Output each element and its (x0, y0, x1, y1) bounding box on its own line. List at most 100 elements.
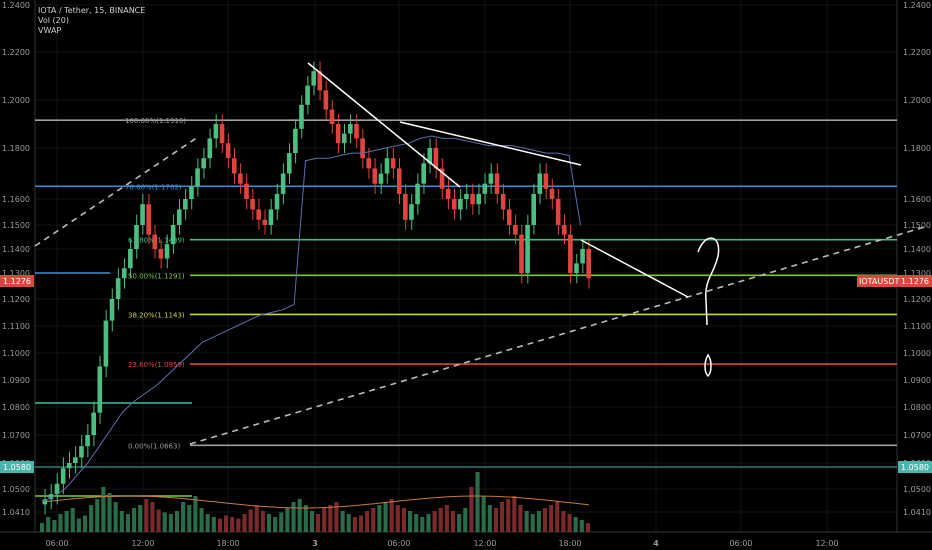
volume-bar (199, 508, 204, 532)
candle-body (189, 186, 194, 199)
volume-bar (322, 508, 327, 532)
candle-body (519, 234, 524, 273)
volume-bar (401, 508, 406, 532)
candle-body (54, 483, 60, 495)
candle-body (458, 199, 463, 210)
volume-bar (512, 496, 517, 532)
candle-body (390, 158, 396, 169)
x-tick-label: 12:00 (131, 539, 154, 548)
volume-bar (82, 515, 88, 532)
y-tick-label-right: 1.1200 (903, 295, 931, 304)
candle-body (549, 188, 555, 199)
candle-body (568, 234, 573, 273)
y-tick-label-left: 1.1600 (2, 195, 30, 204)
volume-bar (138, 505, 143, 532)
candle-body (109, 299, 115, 321)
candle-body (354, 124, 359, 139)
question-mark-dot (704, 353, 712, 378)
x-tick-label: 18:00 (216, 539, 239, 548)
volume-bar (187, 505, 192, 532)
volume-bar (561, 511, 566, 532)
volume-bar (266, 514, 272, 532)
x-tick-label: 06:00 (387, 539, 410, 548)
volume-bar (542, 508, 548, 532)
candle-body (280, 173, 286, 194)
volume-bar (481, 496, 486, 532)
candle-body (231, 158, 237, 174)
volume-ma-line (43, 495, 589, 509)
volume-bar (174, 511, 180, 532)
candle-body (128, 249, 133, 269)
volume-bar (303, 505, 308, 532)
volume-bar (193, 496, 198, 532)
candle-body (366, 158, 371, 169)
price-tag-left-text: 1.1276 (3, 277, 31, 286)
y-tick-label-right: 1.1000 (903, 349, 931, 358)
chart-legend: IOTA / Tether, 15, BINANCE Vol (20) VWAP (38, 6, 145, 36)
candle-body (256, 209, 261, 220)
support-tag-right-text: 1.0580 (901, 463, 929, 472)
volume-bar (224, 515, 229, 532)
candle-body (574, 263, 579, 273)
volume-bar (463, 508, 468, 532)
y-tick-label-left: 1.1000 (2, 349, 30, 358)
y-tick-label-left: 1.0500 (2, 485, 30, 494)
volume-bar (432, 511, 437, 532)
candle-body (494, 173, 500, 194)
candle-body (360, 138, 365, 159)
volume-bar (144, 499, 149, 532)
candle-body (580, 249, 585, 264)
volume-bar (536, 511, 541, 532)
volume-bar (236, 518, 241, 532)
candle-body (384, 158, 390, 174)
fib-level-label: 50.00%(1.1291) (128, 272, 185, 280)
candle-body (335, 124, 341, 144)
y-tick-label-right: 1.1400 (903, 245, 931, 254)
volume-bar (334, 502, 339, 532)
candle-body (396, 168, 402, 194)
vwap-indicator-label[interactable]: VWAP (38, 26, 62, 35)
y-tick-label-left: 1.0700 (2, 431, 30, 440)
y-tick-label-left: 1.0900 (2, 376, 30, 385)
y-tick-label-left: 1.0800 (2, 403, 30, 412)
volume-bar (156, 509, 161, 532)
candle-body (97, 366, 103, 413)
y-tick-label-left: 1.1300 (2, 269, 30, 278)
volume-bar (107, 493, 112, 532)
candle-body (115, 278, 121, 299)
vol-indicator-label[interactable]: Vol (20) (38, 16, 69, 25)
y-tick-label-right: 1.2400 (903, 1, 931, 10)
symbol-title: IOTA / Tether, 15, BINANCE (38, 6, 146, 15)
y-tick-label-right: 1.1800 (903, 144, 931, 153)
y-tick-label-left: 1.1200 (2, 295, 30, 304)
candle-body (134, 225, 139, 249)
candle-body (183, 199, 188, 210)
candle-body (238, 173, 243, 184)
x-tick-label: 3 (312, 539, 318, 548)
volume-bar (438, 508, 443, 532)
volume-bar (101, 487, 106, 532)
candle-body (225, 143, 231, 159)
candle-body (152, 234, 158, 249)
candle-body (286, 153, 292, 174)
volume-bar (579, 520, 584, 532)
y-tick-label-left: 1.1400 (2, 245, 30, 254)
candle-body (506, 209, 512, 225)
volume-bar (70, 508, 75, 532)
candle-body (403, 193, 408, 220)
candle-body (329, 109, 335, 124)
volume-bar (371, 508, 376, 532)
price-tag-left (0, 275, 34, 287)
volume-bar (260, 511, 265, 532)
candle-body (537, 173, 543, 194)
volume-bar (119, 511, 124, 532)
x-tick-label: 12:00 (473, 539, 496, 548)
candle-body (219, 124, 225, 144)
candle-body (201, 158, 206, 169)
candle-body (439, 168, 445, 189)
volume-bar (555, 502, 560, 532)
candle-body (207, 138, 213, 159)
candle-body (66, 463, 72, 469)
candle-body (60, 468, 66, 484)
